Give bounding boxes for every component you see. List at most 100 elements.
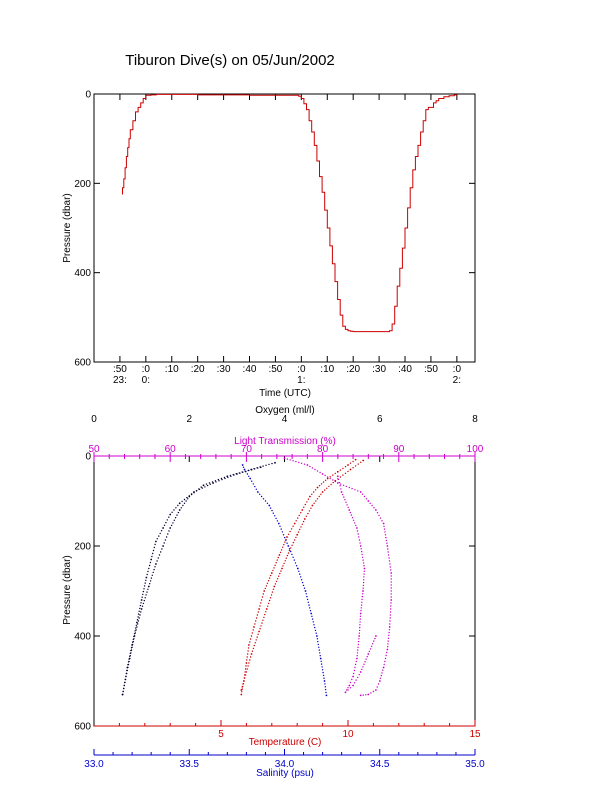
- light_transmission-point: [311, 467, 314, 469]
- temperature-point: [322, 481, 325, 483]
- light_transmission-point: [373, 507, 375, 509]
- temperature-point: [284, 560, 286, 562]
- salinity-point: [277, 522, 280, 525]
- light_transmission-point: [381, 672, 383, 674]
- oxygen-point: [166, 519, 168, 521]
- x-tick-label: :0: [453, 364, 462, 375]
- light_transmission-point: [374, 637, 376, 640]
- light_transmission-point: [385, 536, 387, 539]
- temperature-point: [257, 633, 259, 635]
- light_transmission-point: [367, 693, 370, 696]
- salinity-point: [252, 483, 254, 485]
- salinity-point: [317, 640, 319, 643]
- light_transmission-point: [365, 498, 368, 500]
- salinity-point: [245, 471, 247, 473]
- light_transmission-point: [352, 675, 354, 678]
- oxygen-point: [163, 524, 166, 526]
- light_transmission-point: [379, 517, 382, 519]
- temperature-point: [284, 541, 286, 543]
- light_transmission-point: [362, 593, 364, 595]
- salinity-point: [298, 570, 300, 572]
- oxygen-point: [140, 608, 143, 610]
- temperature-point: [273, 585, 276, 588]
- salinity-point: [291, 553, 293, 556]
- light_transmission-point: [385, 654, 387, 657]
- light_transmission-point: [363, 573, 365, 575]
- temperature-point: [248, 644, 250, 646]
- temperature-point: [267, 580, 270, 582]
- y-tick-label: 200: [74, 542, 91, 553]
- temperature-point: [320, 483, 323, 485]
- temperature-point: [357, 463, 359, 465]
- salinity-point: [319, 655, 321, 657]
- oxygen-point: [129, 655, 131, 657]
- temperature-point: [265, 611, 267, 613]
- temperature-point: [307, 512, 309, 515]
- light_transmission-point: [384, 531, 386, 533]
- temperature-point: [276, 559, 278, 561]
- salinity-point: [322, 674, 325, 677]
- salinity-point: [280, 528, 282, 530]
- light_transmission-point: [356, 655, 358, 657]
- light_transmission-point: [369, 502, 371, 504]
- light_transmission-point: [344, 499, 346, 501]
- oxygen-tick-label: 6: [377, 414, 383, 425]
- salinity-tick-label: 35.0: [465, 759, 485, 770]
- oxygen-point: [133, 638, 135, 640]
- oxygen-point: [158, 554, 161, 556]
- x-tick-label: 23:: [113, 375, 127, 386]
- temperature-point: [279, 572, 281, 575]
- oxygen-point: [148, 567, 150, 570]
- salinity-point: [285, 539, 287, 542]
- salinity-point: [274, 515, 276, 517]
- light_transmission-point: [355, 679, 357, 681]
- x-tick-label: :30: [217, 364, 231, 375]
- temperature-point: [339, 476, 342, 478]
- oxygen-point: [121, 693, 124, 696]
- temperature-point: [301, 509, 304, 511]
- light_transmission-point: [342, 484, 345, 486]
- temperature-point: [274, 564, 276, 566]
- temperature-point: [270, 572, 273, 574]
- light_transmission-point: [348, 486, 350, 489]
- light_transmission-point: [354, 522, 356, 524]
- light_transmission-point: [387, 554, 390, 556]
- temperature-point: [332, 481, 334, 484]
- light_transmission-point: [292, 460, 294, 462]
- light_transmission-point: [356, 652, 359, 654]
- oxygen-point: [187, 498, 189, 500]
- light_transmission-point: [390, 593, 392, 595]
- temperature-point: [295, 536, 297, 539]
- oxygen-point: [142, 593, 144, 596]
- temperature-point: [240, 689, 243, 691]
- light_transmission-point: [388, 626, 391, 628]
- y-tick-label: 0: [85, 452, 91, 463]
- light_transmission-point: [384, 657, 387, 660]
- light_transmission-point: [354, 666, 356, 669]
- light_transmission-point: [349, 511, 352, 514]
- light_transmission-point: [351, 487, 353, 490]
- oxygen-point: [181, 500, 183, 503]
- temperature-point: [324, 479, 327, 481]
- temperature-point: [261, 596, 264, 598]
- oxygen-point: [200, 486, 202, 488]
- light-transmission-tick-label: 60: [165, 444, 177, 455]
- temperature-point: [276, 578, 279, 580]
- profile-panel: 0 200 400 600 0 2 4 6 8 50 60 70 80 90 100 5 10 15 33.0 33…: [62, 405, 485, 779]
- light_transmission-point: [350, 514, 353, 516]
- oxygen-axis-label: Oxygen (ml/l): [255, 405, 314, 416]
- light_transmission-point: [361, 550, 363, 553]
- light_transmission-point: [388, 560, 391, 562]
- profile-plot-area: [93, 455, 476, 727]
- oxygen-point: [153, 546, 155, 549]
- oxygen-point: [135, 624, 137, 626]
- light_transmission-point: [383, 663, 385, 666]
- oxygen-point: [145, 576, 148, 579]
- temperature-point: [247, 647, 250, 649]
- oxygen-point: [151, 555, 153, 558]
- light_transmission-point: [389, 620, 391, 622]
- oxygen-point: [122, 690, 124, 693]
- temperature-point: [247, 665, 249, 667]
- temperature-point: [314, 489, 317, 491]
- light_transmission-point: [360, 604, 363, 606]
